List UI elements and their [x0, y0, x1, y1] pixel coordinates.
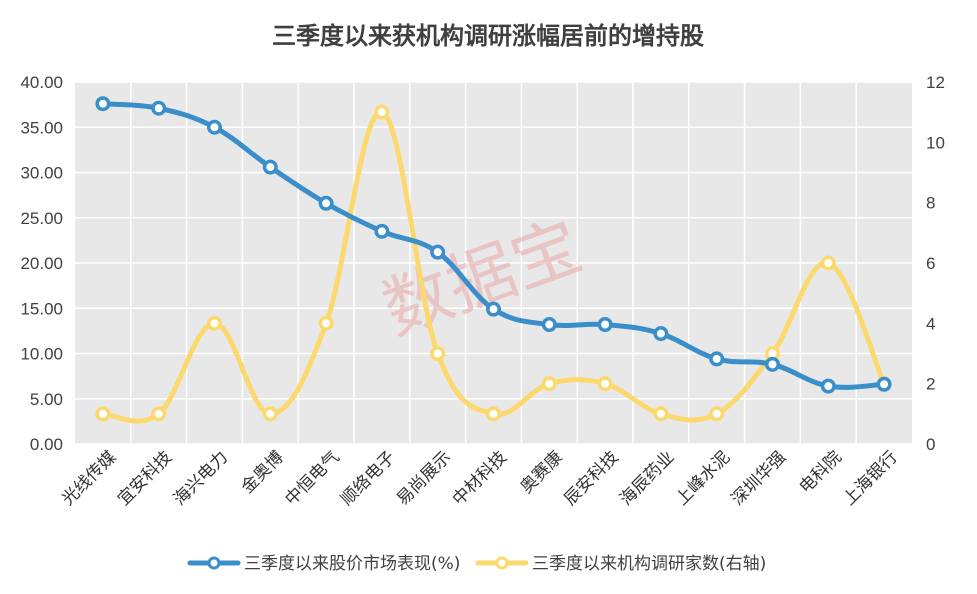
data-point-center — [322, 199, 331, 208]
right-tick-label: 6 — [926, 254, 935, 273]
category-label: 中恒电气 — [281, 447, 343, 509]
data-point-center — [824, 259, 833, 267]
category-label: 中材科技 — [449, 447, 511, 509]
right-tick-label: 10 — [926, 133, 945, 152]
data-point-center — [154, 409, 163, 418]
data-point-center — [433, 349, 442, 358]
right-tick-label: 12 — [926, 73, 945, 92]
data-point-center — [98, 99, 107, 108]
data-point-center — [880, 380, 889, 389]
data-point-center — [266, 163, 275, 172]
data-point-center — [489, 409, 498, 418]
data-point-center — [210, 123, 219, 132]
category-label: 顺络电子 — [337, 447, 399, 509]
data-point-center — [601, 379, 610, 388]
left-tick-label: 40.00 — [20, 73, 63, 92]
data-point-center — [768, 360, 777, 369]
left-tick-label: 0.00 — [30, 435, 63, 454]
chart-title: 三季度以来获机构调研涨幅居前的增持股 — [272, 22, 704, 50]
series-lines — [95, 96, 892, 424]
left-tick-label: 25.00 — [20, 209, 63, 228]
category-label: 光线传媒 — [58, 447, 120, 509]
data-point-center — [824, 382, 833, 391]
left-axis-ticks: 0.00 5.00 10.00 15.00 20.00 25.00 30.00 35.00 40… — [20, 73, 63, 454]
right-tick-label: 0 — [926, 435, 935, 454]
data-point-center — [712, 409, 721, 418]
category-label: 上海银行 — [839, 447, 901, 509]
data-point-center — [266, 409, 275, 418]
right-axis-ticks: 0 2 4 6 8 10 12 — [926, 73, 945, 454]
data-point-center — [210, 319, 219, 328]
category-label: 易尚展示 — [393, 447, 455, 509]
left-tick-label: 20.00 — [20, 254, 63, 273]
category-label: 海辰药业 — [616, 447, 678, 509]
right-tick-label: 8 — [926, 194, 935, 213]
category-label: 辰安科技 — [560, 447, 622, 509]
left-tick-label: 15.00 — [20, 299, 63, 318]
data-point-center — [377, 108, 386, 117]
legend-label-survey: 三季度以来机构调研家数(右轴) — [532, 554, 766, 574]
left-tick-label: 35.00 — [20, 118, 63, 137]
data-point-center — [545, 379, 554, 388]
left-tick-label: 5.00 — [30, 390, 63, 409]
data-point-center — [154, 104, 163, 113]
data-point-center — [656, 329, 665, 338]
data-point-center — [98, 409, 107, 418]
category-label: 海兴电力 — [170, 447, 232, 509]
right-tick-label: 4 — [926, 314, 935, 333]
series-price — [95, 96, 892, 394]
data-point-center — [489, 305, 498, 314]
data-point-center — [656, 409, 665, 418]
data-point-center — [322, 319, 331, 328]
category-label: 金奥博 — [238, 447, 288, 497]
category-label: 奥赛康 — [516, 447, 567, 498]
data-point-center — [433, 248, 442, 257]
data-point-center — [377, 227, 386, 236]
data-point-center — [768, 349, 777, 358]
category-label: 上峰水泥 — [672, 447, 734, 509]
category-label: 电科院 — [796, 447, 846, 497]
category-label: 深圳华强 — [728, 447, 790, 509]
left-tick-label: 10.00 — [20, 345, 63, 364]
legend-marker-survey — [495, 556, 509, 570]
legend: 三季度以来股价市场表现(%) 三季度以来机构调研家数(右轴) — [187, 554, 766, 574]
right-tick-label: 2 — [926, 375, 935, 394]
left-tick-label: 30.00 — [20, 164, 63, 183]
data-point-center — [601, 320, 610, 329]
category-label: 宜安科技 — [114, 447, 176, 509]
data-point-center — [545, 320, 554, 329]
data-point-center — [712, 354, 721, 363]
legend-marker-price — [207, 556, 221, 570]
legend-label-price: 三季度以来股价市场表现(%) — [244, 554, 460, 574]
